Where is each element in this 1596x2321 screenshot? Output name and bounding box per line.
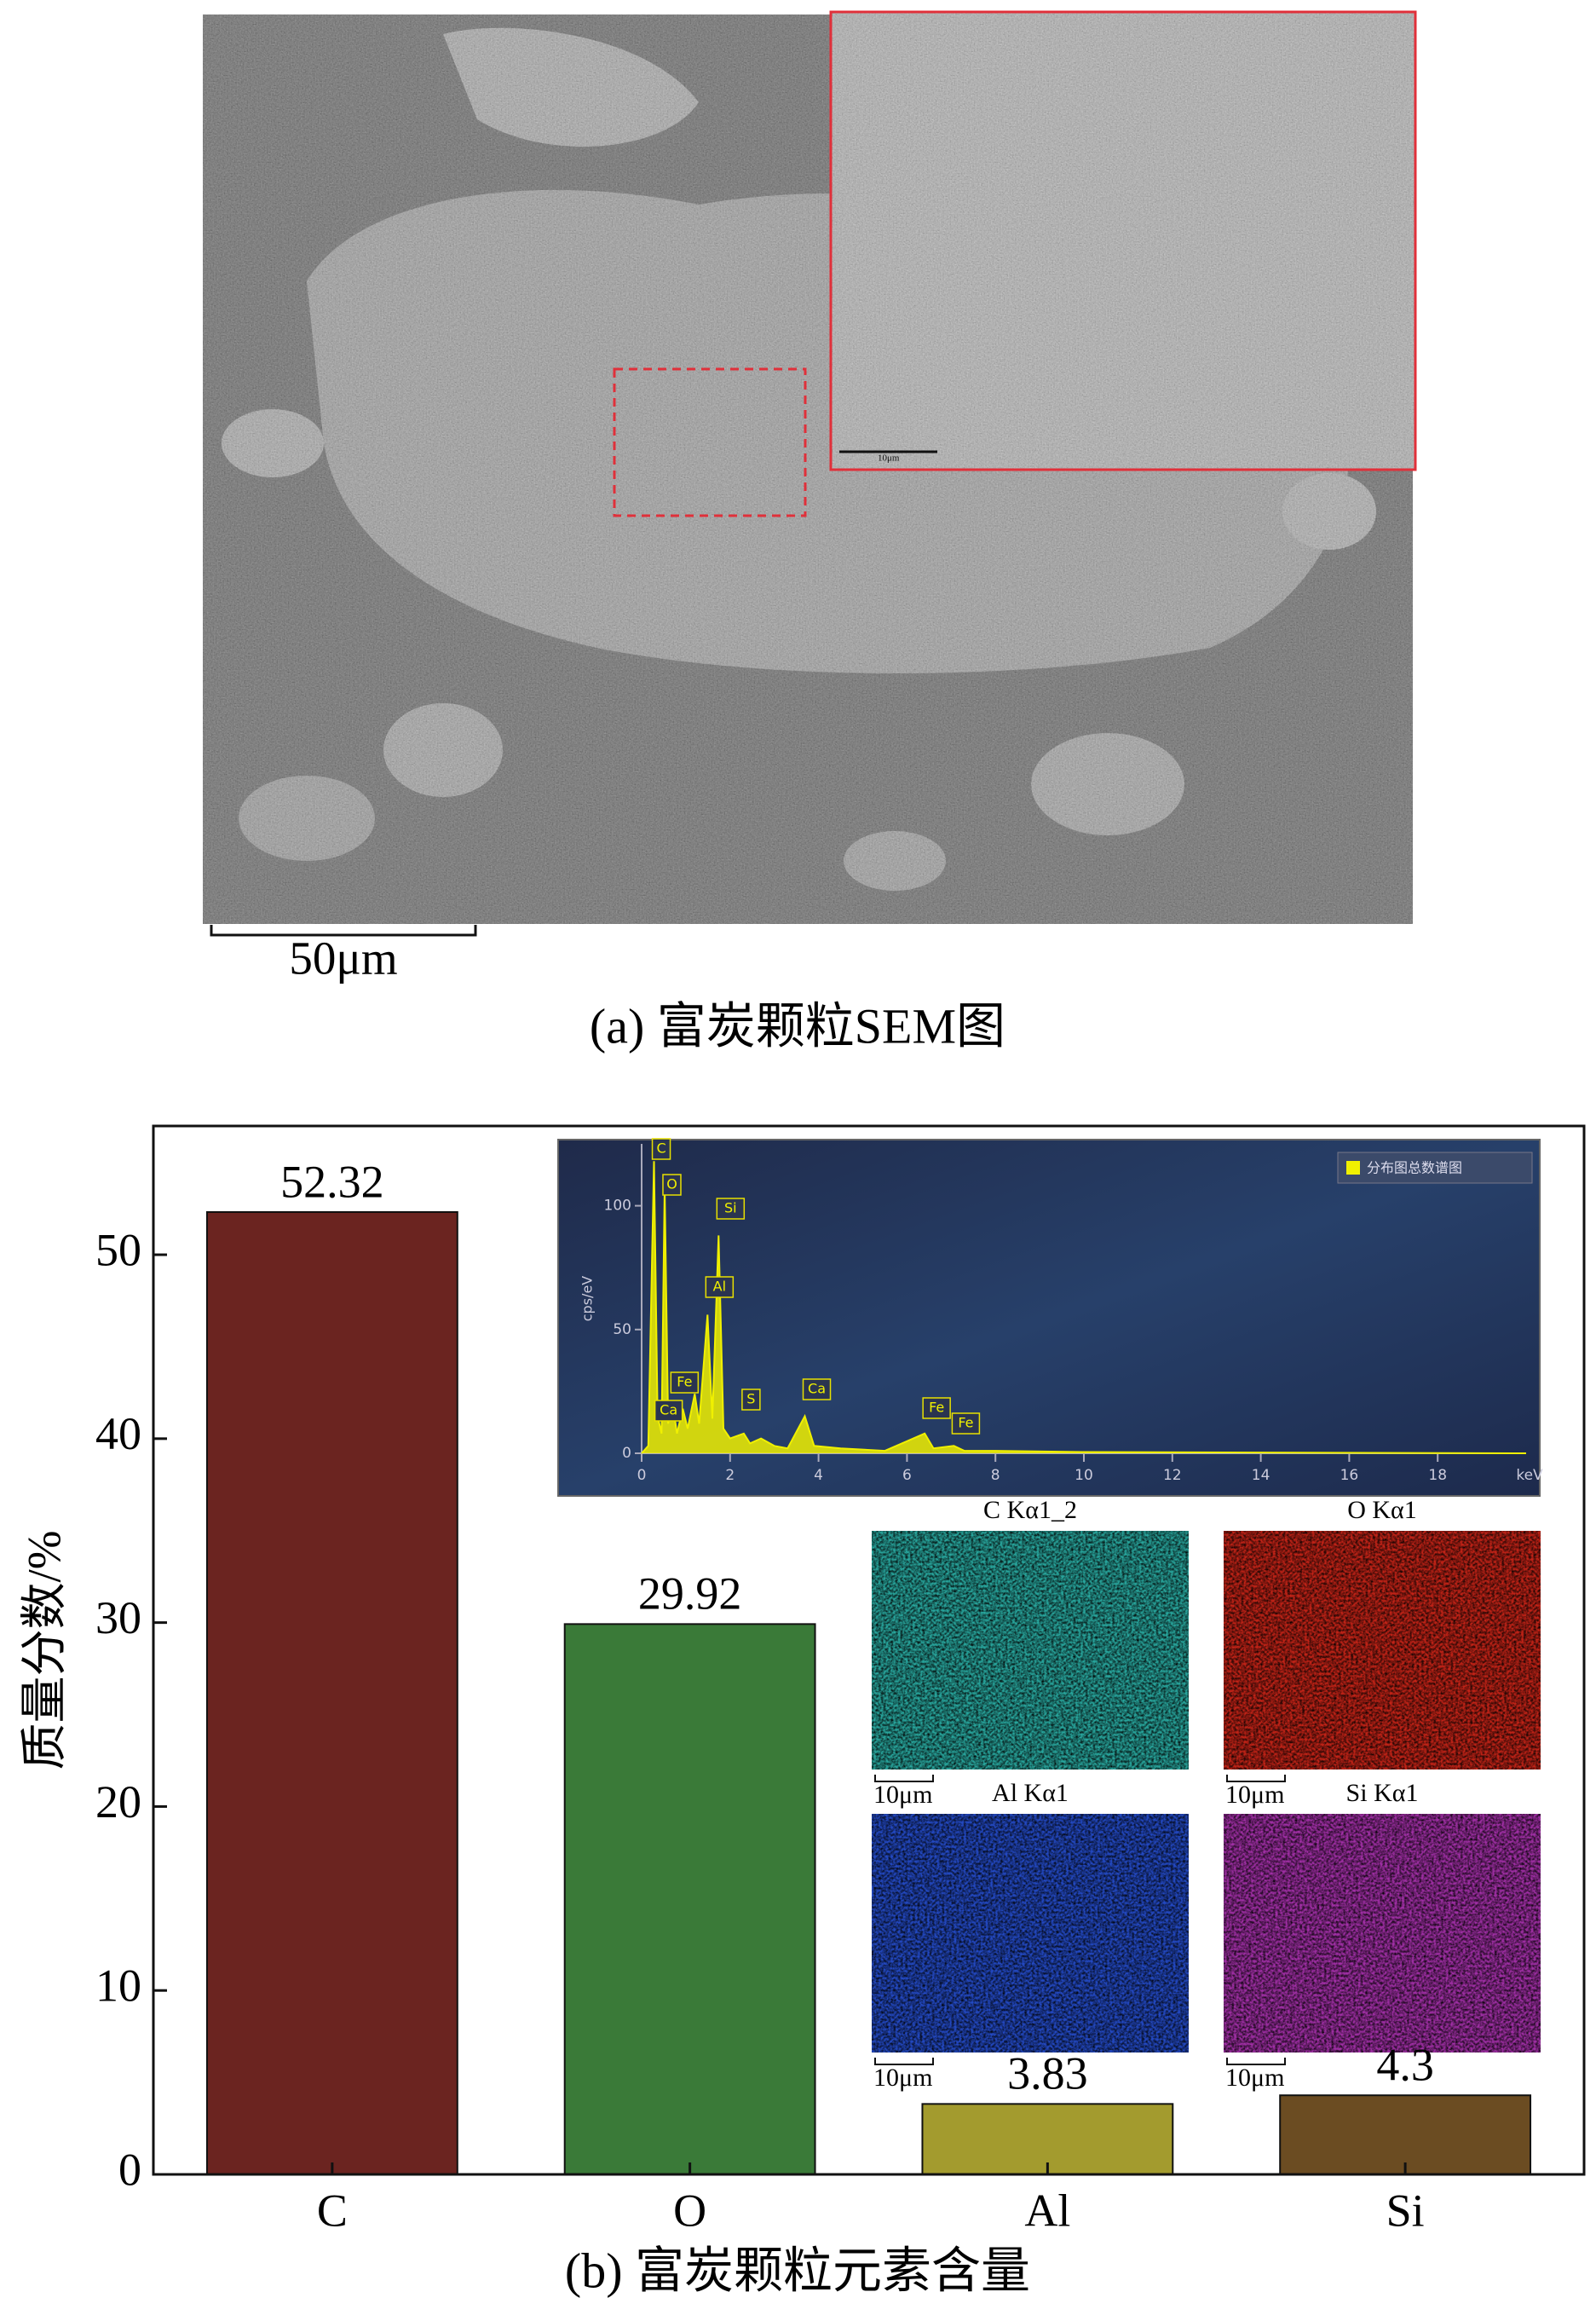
inset-scale-label: 10μm (878, 453, 900, 464)
map-noise (1224, 1814, 1541, 2053)
x-tick-label: 0 (637, 1467, 647, 1484)
peak-label: Fe (929, 1400, 944, 1416)
element-maps: C Kα1_2 10μm O Kα1 10μm Al Kα1 10μm Si Kα1 10μm (872, 1496, 1541, 2092)
y-tick-label: 10 (95, 1960, 141, 2012)
y-tick-label: 30 (95, 1592, 141, 1643)
y-tick-label: 100 (604, 1198, 631, 1215)
peak-label-box (654, 1400, 683, 1422)
legend-swatch (1346, 1161, 1360, 1175)
map-label: Si Kα1 (1346, 1779, 1419, 1807)
map-label: Al Kα1 (992, 1779, 1069, 1807)
y-tick-label: 0 (118, 2144, 141, 2195)
peak-label-box (922, 1397, 951, 1419)
value-label: 29.92 (638, 1568, 742, 1620)
y-tick-label: 40 (95, 1408, 141, 1459)
map-scale-bar (874, 1775, 934, 1782)
caption-a: (a) 富炭颗粒SEM图 (590, 998, 1005, 1054)
value-label: 52.32 (280, 1156, 384, 1207)
value-label: 4.3 (1376, 2040, 1434, 2091)
bar (205, 1210, 458, 2175)
spectrum-line (641, 1161, 1527, 1454)
map-scale-label: 10μm (873, 2064, 932, 2092)
map-noise (872, 1814, 1189, 2053)
y-tick-label: 50 (613, 1321, 631, 1338)
x-tick-label: 8 (991, 1467, 1000, 1484)
x-tick-label: 18 (1428, 1467, 1447, 1484)
spectrum-inset: 0 2 4 6 8 10 12 14 16 18 keV 0 50 100 cps/eV 分布图总数谱图 C O S… (557, 1138, 1543, 1497)
x-tick-label: Al (1024, 2185, 1070, 2236)
legend-label: 分布图总数谱图 (1367, 1160, 1462, 1176)
scale-bar (210, 925, 477, 937)
y-axis-label: 质量分数/% (19, 1530, 71, 1770)
map-scale-bar (1226, 1775, 1286, 1782)
peak-label: Si (724, 1200, 737, 1216)
peak-label: C (656, 1140, 665, 1157)
peak-label-box (662, 1174, 682, 1196)
peak-label: Ca (808, 1381, 826, 1397)
caption-b: (b) 富炭颗粒元素含量 (565, 2243, 1030, 2298)
map-noise (872, 1531, 1189, 1770)
map-label: O Kα1 (1347, 1496, 1417, 1524)
x-tick-label: Si (1386, 2185, 1425, 2236)
x-tick-label: 16 (1340, 1467, 1359, 1484)
peak-label-box (670, 1371, 700, 1394)
x-tick-label: 14 (1252, 1467, 1270, 1484)
map-noise (1224, 1531, 1541, 1770)
scale-bar-label: 50μm (289, 932, 397, 984)
legend-box (1337, 1152, 1533, 1184)
x-tick-label: O (673, 2185, 706, 2236)
peak-label: O (666, 1176, 677, 1192)
plot-frame (152, 1124, 1586, 2176)
x-axis-label: keV (1516, 1467, 1543, 1484)
map-scale-bar (1226, 2058, 1286, 2065)
y-tick-label: 0 (622, 1445, 631, 1462)
map-scale-label: 10μm (1225, 1781, 1284, 1809)
y-axis-label: cps/eV (579, 1276, 596, 1322)
x-tick-label: 10 (1075, 1467, 1093, 1484)
map-scale-label: 10μm (873, 1781, 932, 1809)
peak-label-box (705, 1276, 735, 1298)
map-scale-label: 10μm (1225, 2064, 1284, 2092)
value-label: 3.83 (1007, 2048, 1088, 2099)
x-tick-label: C (317, 2185, 348, 2236)
peak-label-box (651, 1138, 671, 1160)
peak-label-box (716, 1198, 746, 1220)
x-tick-label: 12 (1163, 1467, 1182, 1484)
y-tick-label: 20 (95, 1776, 141, 1827)
bar (1279, 2094, 1532, 2175)
peak-label: Al (713, 1279, 726, 1295)
peak-label-box (802, 1378, 832, 1400)
peak-label: Fe (677, 1374, 692, 1390)
sem-image: 10μm (203, 10, 1417, 924)
map-label: C Kα1_2 (983, 1496, 1077, 1524)
peak-label-box (951, 1412, 981, 1435)
peak-label-box (741, 1389, 761, 1411)
bar (563, 1623, 816, 2175)
x-tick-label: 4 (814, 1467, 823, 1484)
y-tick-label: 50 (95, 1224, 141, 1275)
peak-label: Fe (958, 1415, 973, 1431)
x-tick-label: 2 (725, 1467, 735, 1484)
x-tick-label: 6 (902, 1467, 912, 1484)
map-scale-bar (874, 2058, 934, 2065)
peak-label: S (746, 1391, 755, 1407)
peak-label: Ca (660, 1402, 677, 1418)
